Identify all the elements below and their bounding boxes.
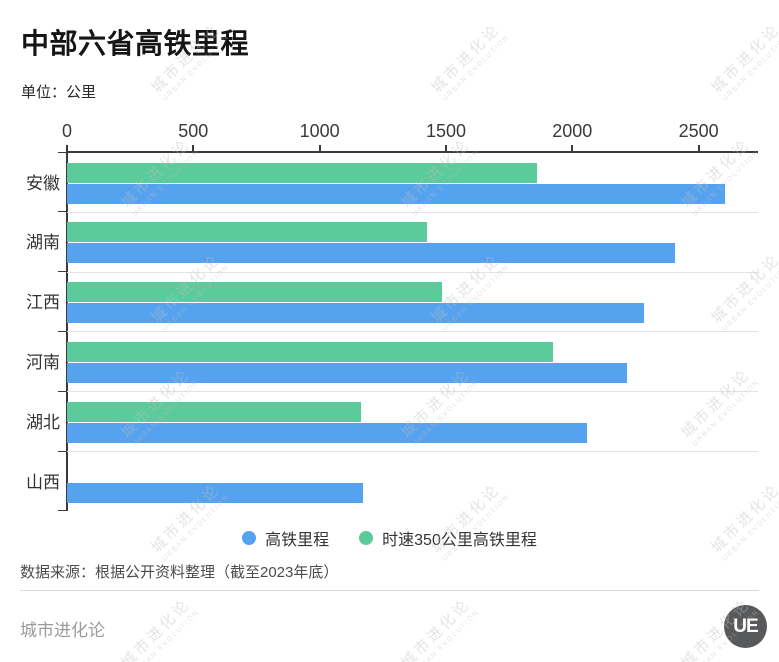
category-label: 湖南	[26, 233, 60, 253]
x-axis-tick-label: 2500	[678, 121, 719, 141]
watermark-cjk-text: 城市进化论	[398, 595, 474, 662]
unit-label: 单位：公里	[21, 84, 97, 101]
bar-hsr	[67, 243, 675, 264]
watermark-latin-text: URBAN EVOLUTION	[411, 608, 481, 662]
y-axis-tick-mark	[58, 330, 67, 332]
bar-hsr350	[67, 282, 443, 303]
x-axis-tick-mark	[571, 145, 574, 152]
watermark-latin-text: URBAN EVOLUTION	[131, 608, 201, 662]
bar-hsr	[67, 422, 588, 443]
x-axis-line	[67, 150, 758, 153]
x-axis-tick-label: 1000	[299, 121, 340, 141]
y-axis-tick-mark	[58, 510, 67, 512]
category-label: 安徽	[26, 173, 60, 193]
legend-dot	[242, 531, 257, 545]
x-axis-tick-mark	[697, 145, 700, 152]
x-axis-tick-label: 1500	[425, 121, 466, 141]
watermark-cjk-text: 城市进化论	[118, 595, 194, 662]
bar-hsr350	[67, 162, 537, 183]
bar-hsr	[67, 482, 363, 503]
x-axis-tick-mark	[318, 145, 321, 152]
y-axis-tick-mark	[58, 151, 67, 153]
category-label: 山西	[26, 472, 60, 492]
ue-logo-text: UE	[733, 615, 758, 637]
x-axis-tick-label: 2000	[552, 121, 593, 141]
y-axis-tick-mark	[58, 271, 67, 273]
footer-divider	[20, 590, 759, 591]
row-divider	[67, 211, 758, 213]
bar-hsr	[67, 183, 726, 204]
y-axis-tick-mark	[58, 390, 67, 392]
bar-hsr350	[67, 341, 554, 362]
legend-label: 时速350公里高铁里程	[382, 532, 537, 549]
legend-item: 高铁里程	[242, 526, 329, 550]
row-divider	[67, 451, 758, 453]
row-divider	[67, 331, 758, 333]
bar-hsr350	[67, 401, 362, 422]
bar-hsr350	[67, 222, 428, 243]
x-axis-tick-mark	[192, 145, 195, 152]
x-axis-tick-label: 500	[178, 121, 209, 141]
page-title: 中部六省高铁里程	[21, 28, 250, 59]
category-label: 江西	[26, 293, 60, 313]
row-divider	[67, 391, 758, 393]
x-axis-tick-mark	[66, 145, 68, 152]
y-axis-tick-mark	[58, 450, 67, 452]
category-label: 湖北	[26, 412, 60, 432]
watermark: 城市进化论 URBAN EVOLUTION	[398, 595, 482, 662]
bar-chart: 0 500 1000 1500 2000 2500 安徽湖南江西河南湖北山西	[26, 121, 758, 512]
brand-name: 城市进化论	[20, 621, 105, 640]
legend-label: 高铁里程	[265, 532, 330, 549]
row-divider	[67, 271, 758, 273]
x-axis-tick-label: 0	[61, 121, 73, 141]
bar-hsr	[67, 303, 645, 324]
ue-logo: UE	[724, 605, 767, 648]
source-note: 数据来源：根据公开资料整理（截至2023年底）	[20, 564, 339, 581]
bar-hsr	[67, 362, 627, 383]
legend-item: 时速350公里高铁里程	[359, 526, 537, 550]
y-axis-tick-mark	[58, 211, 67, 213]
chart-legend: 高铁里程 时速350公里高铁里程	[0, 526, 779, 550]
watermark: 城市进化论 URBAN EVOLUTION	[118, 595, 202, 662]
category-label: 河南	[26, 352, 60, 372]
legend-dot	[359, 531, 374, 545]
x-axis-tick-mark	[444, 145, 447, 152]
